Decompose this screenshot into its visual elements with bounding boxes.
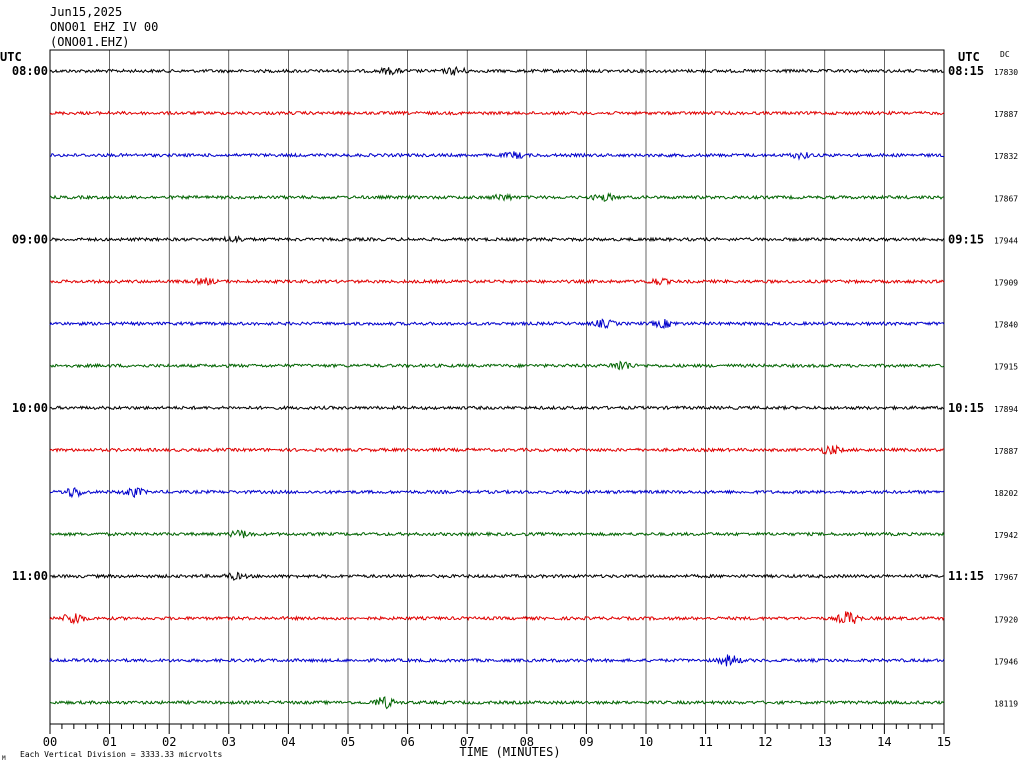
x-axis-title: TIME (MINUTES) (459, 745, 560, 759)
row-dc-value: 17942 (994, 531, 1018, 540)
row-dc-value: 17946 (994, 657, 1018, 666)
row-end-time: 09:15 (948, 232, 984, 246)
station-code: ONO01 EHZ IV 00 (50, 20, 159, 34)
row-start-time: 10:00 (12, 401, 48, 415)
row-end-time: 11:15 (948, 569, 984, 583)
trace-row (49, 486, 945, 499)
dc-column-label: DC (1000, 50, 1010, 59)
trace-row (49, 151, 945, 161)
trace-row (50, 277, 945, 287)
x-tick-label: 01 (102, 735, 116, 749)
trace-row (49, 110, 945, 116)
trace-row (49, 444, 945, 455)
row-dc-value: 18202 (994, 489, 1018, 498)
trace-row (49, 360, 945, 371)
x-tick-label: 06 (400, 735, 414, 749)
plot-frame (49, 49, 945, 725)
record-date: Jun15,2025 (50, 5, 123, 19)
row-dc-value: 17840 (994, 321, 1018, 330)
row-dc-value: 17920 (994, 615, 1018, 624)
trace-row (49, 696, 945, 710)
row-dc-value: 17887 (994, 110, 1018, 119)
trace-row (49, 65, 945, 76)
row-dc-value: 17867 (994, 194, 1018, 203)
vertical-division-footnote: Each Vertical Division = 3333.33 micrvol… (20, 750, 223, 759)
trace-row (49, 404, 945, 411)
x-tick-label: 09 (579, 735, 593, 749)
row-dc-value: 17887 (994, 447, 1018, 456)
channel-code: (ONO01.EHZ) (50, 35, 130, 49)
right-utc-label: UTC (958, 50, 980, 64)
trace-row (49, 318, 945, 330)
trace-row (49, 571, 945, 581)
row-dc-value: 18119 (994, 700, 1018, 709)
x-tick-label: 05 (341, 735, 355, 749)
row-dc-value: 17832 (994, 152, 1018, 161)
x-tick-label: 03 (222, 735, 236, 749)
row-dc-value: 17894 (994, 405, 1018, 414)
corner-mark: M (2, 755, 6, 762)
trace-row (49, 235, 945, 244)
row-dc-value: 17909 (994, 279, 1018, 288)
trace-row (49, 192, 945, 202)
x-tick-label: 14 (877, 735, 891, 749)
left-utc-label: UTC (0, 50, 22, 64)
x-tick-label: 11 (698, 735, 712, 749)
x-tick-label: 02 (162, 735, 176, 749)
row-start-time: 11:00 (12, 569, 48, 583)
trace-row (49, 611, 945, 625)
trace-row (49, 529, 945, 539)
x-tick-label: 00 (43, 735, 57, 749)
x-tick-label: 13 (818, 735, 832, 749)
x-tick-label: 08 (520, 735, 534, 749)
row-end-time: 08:15 (948, 64, 984, 78)
trace-row (49, 654, 945, 667)
row-start-time: 09:00 (12, 232, 48, 246)
x-tick-label: 12 (758, 735, 772, 749)
row-dc-value: 17915 (994, 363, 1018, 372)
x-tick-label: 10 (639, 735, 653, 749)
x-tick-label: 07 (460, 735, 474, 749)
row-end-time: 10:15 (948, 401, 984, 415)
row-start-time: 08:00 (12, 64, 48, 78)
row-dc-value: 17830 (994, 68, 1018, 77)
x-tick-label: 04 (281, 735, 295, 749)
x-tick-label: 15 (937, 735, 951, 749)
row-dc-value: 17967 (994, 573, 1018, 582)
row-dc-value: 17944 (994, 236, 1018, 245)
